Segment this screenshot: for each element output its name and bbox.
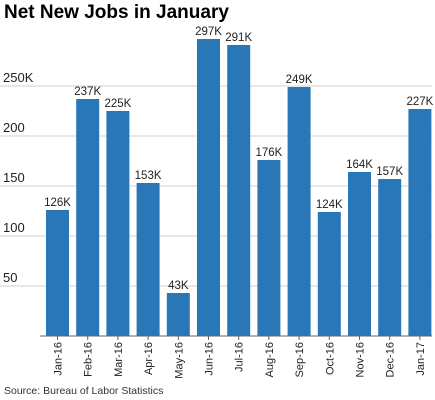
y-tick-label: 150: [3, 170, 25, 185]
data-label: 164K: [346, 159, 373, 171]
bar: [106, 111, 130, 336]
bar: [317, 212, 341, 336]
x-tick-label: Jul-16: [234, 342, 246, 372]
x-tick-label: Dec-16: [385, 342, 397, 377]
y-tick-label: 200: [3, 120, 25, 135]
bar: [76, 99, 100, 336]
data-label: 297K: [195, 26, 222, 38]
data-label: 153K: [135, 170, 162, 182]
bar: [287, 87, 311, 336]
y-tick-label: 100: [3, 220, 25, 235]
bar: [197, 39, 220, 336]
y-tick-label: 250K: [3, 70, 34, 85]
chart-title: Net New Jobs in January: [4, 2, 229, 23]
x-tick-label: Sep-16: [294, 342, 306, 377]
x-tick-label: Feb-16: [83, 342, 95, 377]
data-label: 227K: [406, 96, 433, 108]
bar: [408, 109, 432, 336]
x-tick-label: Apr-16: [143, 342, 155, 375]
bar: [166, 293, 190, 336]
y-tick-label: 50: [3, 270, 17, 285]
data-label: 43K: [168, 280, 189, 292]
y-axis-tick-labels: 50 100 150 200 250K: [3, 70, 34, 285]
x-tick-label: Nov-16: [355, 342, 367, 377]
data-label: 157K: [376, 166, 403, 178]
x-tick-label: Aug-16: [264, 342, 276, 377]
data-label: 291K: [225, 32, 252, 44]
bar: [378, 179, 402, 336]
x-tick-label: Mar-16: [113, 342, 125, 377]
x-tick-label: May-16: [173, 342, 185, 379]
data-label: 176K: [255, 147, 282, 159]
x-tick-label: Jan-17: [415, 342, 427, 376]
x-tick-label: Jan-16: [53, 342, 65, 376]
data-label: 249K: [286, 74, 313, 86]
x-tick-label: Jun-16: [204, 342, 216, 376]
data-label: 237K: [74, 86, 101, 98]
bar: [257, 160, 281, 336]
x-tick-label: Oct-16: [324, 342, 336, 375]
data-label: 126K: [44, 197, 71, 209]
data-label: 124K: [316, 199, 343, 211]
x-axis: [40, 335, 432, 340]
bar: [136, 183, 160, 336]
bar: [46, 210, 69, 336]
bar: [227, 45, 251, 336]
data-label: 225K: [104, 98, 131, 110]
x-axis-tick-labels: Jan-16 Feb-16 Mar-16 Apr-16 May-16 Jun-16 Jul-…: [53, 342, 427, 379]
bar: [348, 172, 371, 336]
source-note: Source: Bureau of Labor Statistics: [4, 385, 164, 397]
bars: [46, 39, 432, 336]
